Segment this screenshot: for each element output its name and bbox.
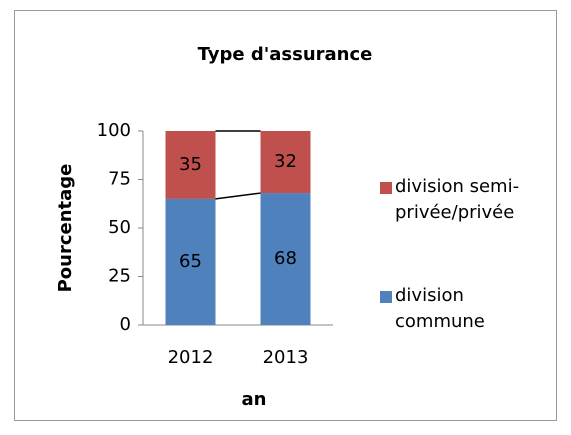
- x-tick-label: 2012: [168, 347, 214, 368]
- legend-label: division commune: [395, 285, 485, 332]
- bar-segment: [260, 131, 311, 194]
- data-label: 32: [274, 151, 297, 172]
- bar-segment: [165, 198, 216, 325]
- legend-label: division semi-privée/privée: [395, 176, 520, 223]
- y-tick-label: 100: [97, 120, 131, 141]
- y-axis-title: Pourcentage: [55, 164, 76, 293]
- y-tick-label: 25: [108, 266, 131, 287]
- chart-title: Type d'assurance: [198, 44, 373, 65]
- x-tick-label: 2013: [263, 347, 309, 368]
- series-line: [215, 192, 261, 200]
- legend-swatch: [380, 182, 392, 194]
- y-tick-label: 0: [120, 314, 131, 335]
- bar-segment: [260, 193, 311, 325]
- legend-swatch: [380, 291, 392, 303]
- data-label: 68: [274, 248, 297, 269]
- data-label: 65: [179, 251, 202, 272]
- y-tick-label: 50: [108, 217, 131, 238]
- x-axis-title: an: [242, 389, 267, 410]
- y-tick-label: 75: [108, 169, 131, 190]
- bar-segment: [165, 131, 216, 199]
- data-label: 35: [179, 154, 202, 175]
